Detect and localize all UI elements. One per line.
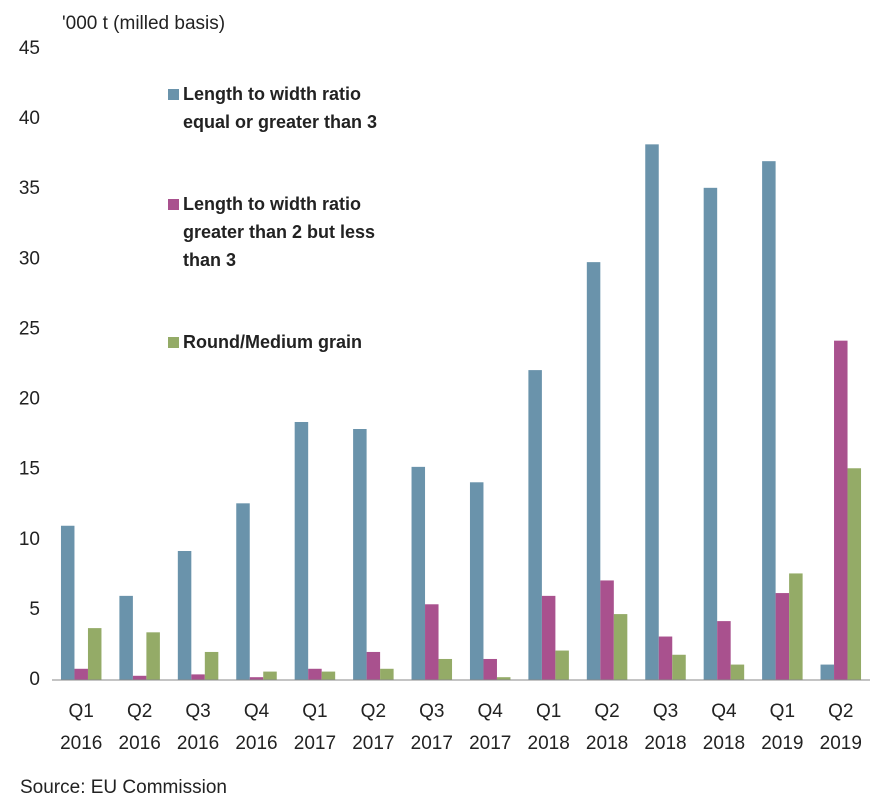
bar [425, 604, 439, 680]
x-tick-label: Q1 2016 [60, 701, 102, 754]
bar [703, 187, 718, 680]
bar [658, 636, 673, 680]
bar [555, 650, 569, 680]
bar [541, 595, 556, 680]
bar [586, 262, 601, 680]
bar [204, 651, 219, 680]
bar [321, 671, 336, 680]
bar [730, 664, 745, 680]
legend-swatch [168, 199, 179, 210]
source: Source: EU Commission [20, 777, 227, 798]
bar [366, 651, 381, 680]
bar [191, 674, 205, 680]
y-tick-label: 40 [19, 108, 40, 129]
bar [380, 668, 394, 680]
legend-swatch [168, 89, 179, 100]
bar [438, 658, 453, 680]
x-tick-label: Q4 2017 [469, 701, 511, 754]
bar [263, 671, 277, 680]
bar [236, 503, 250, 680]
y-tick-label: 10 [19, 529, 40, 550]
legend-label: Length to width ratio equal or greater th… [183, 84, 377, 132]
x-tick-label: Q1 2017 [294, 701, 336, 754]
y-axis-label: '000 t (milled basis) [62, 13, 225, 34]
y-tick-label: 15 [19, 459, 40, 480]
bar [496, 677, 511, 680]
bar [483, 658, 497, 680]
legend-label: Round/Medium grain [183, 332, 362, 352]
bar [613, 614, 628, 680]
x-tick-label: Q1 2019 [761, 701, 803, 754]
bar [177, 550, 192, 680]
bar [834, 340, 848, 680]
bar [87, 628, 102, 680]
y-tick-label: 45 [19, 38, 40, 59]
bar [847, 468, 862, 680]
bar [60, 525, 75, 680]
x-tick-label: Q3 2017 [411, 701, 453, 754]
bar [353, 429, 367, 680]
x-tick-label: Q2 2017 [352, 701, 394, 754]
x-tick-label: Q2 2018 [586, 701, 628, 754]
y-tick-label: 20 [19, 389, 40, 410]
legend-label: Length to width ratio greater than 2 but … [183, 194, 375, 270]
bar [119, 595, 133, 680]
x-tick-label: Q4 2018 [703, 701, 745, 754]
legend-swatch [168, 337, 179, 348]
bar [146, 632, 160, 680]
bar [645, 144, 659, 681]
bar [132, 675, 147, 680]
y-tick-label: 5 [29, 599, 40, 620]
x-tick-label: Q3 2018 [644, 701, 686, 754]
y-tick-label: 35 [19, 178, 40, 199]
x-tick-label: Q2 2016 [119, 701, 161, 754]
bar [789, 573, 803, 680]
y-tick-label: 0 [29, 669, 40, 690]
x-tick-label: Q3 2016 [177, 701, 219, 754]
y-tick-label: 25 [19, 318, 40, 339]
bar [717, 621, 731, 680]
bar [469, 482, 484, 680]
x-tick-label: Q2 2019 [820, 701, 862, 754]
bar [672, 654, 686, 680]
bar [762, 161, 776, 680]
bar [600, 580, 614, 680]
bar [294, 421, 309, 680]
bar [411, 466, 426, 680]
bar [308, 668, 322, 680]
y-tick-label: 30 [19, 248, 40, 269]
x-tick-label: Q4 2016 [235, 701, 277, 754]
bar [820, 664, 835, 680]
bar [775, 593, 790, 680]
x-tick-label: Q1 2018 [528, 701, 570, 754]
bar [528, 370, 542, 680]
bar [249, 677, 264, 680]
bar [74, 668, 88, 680]
